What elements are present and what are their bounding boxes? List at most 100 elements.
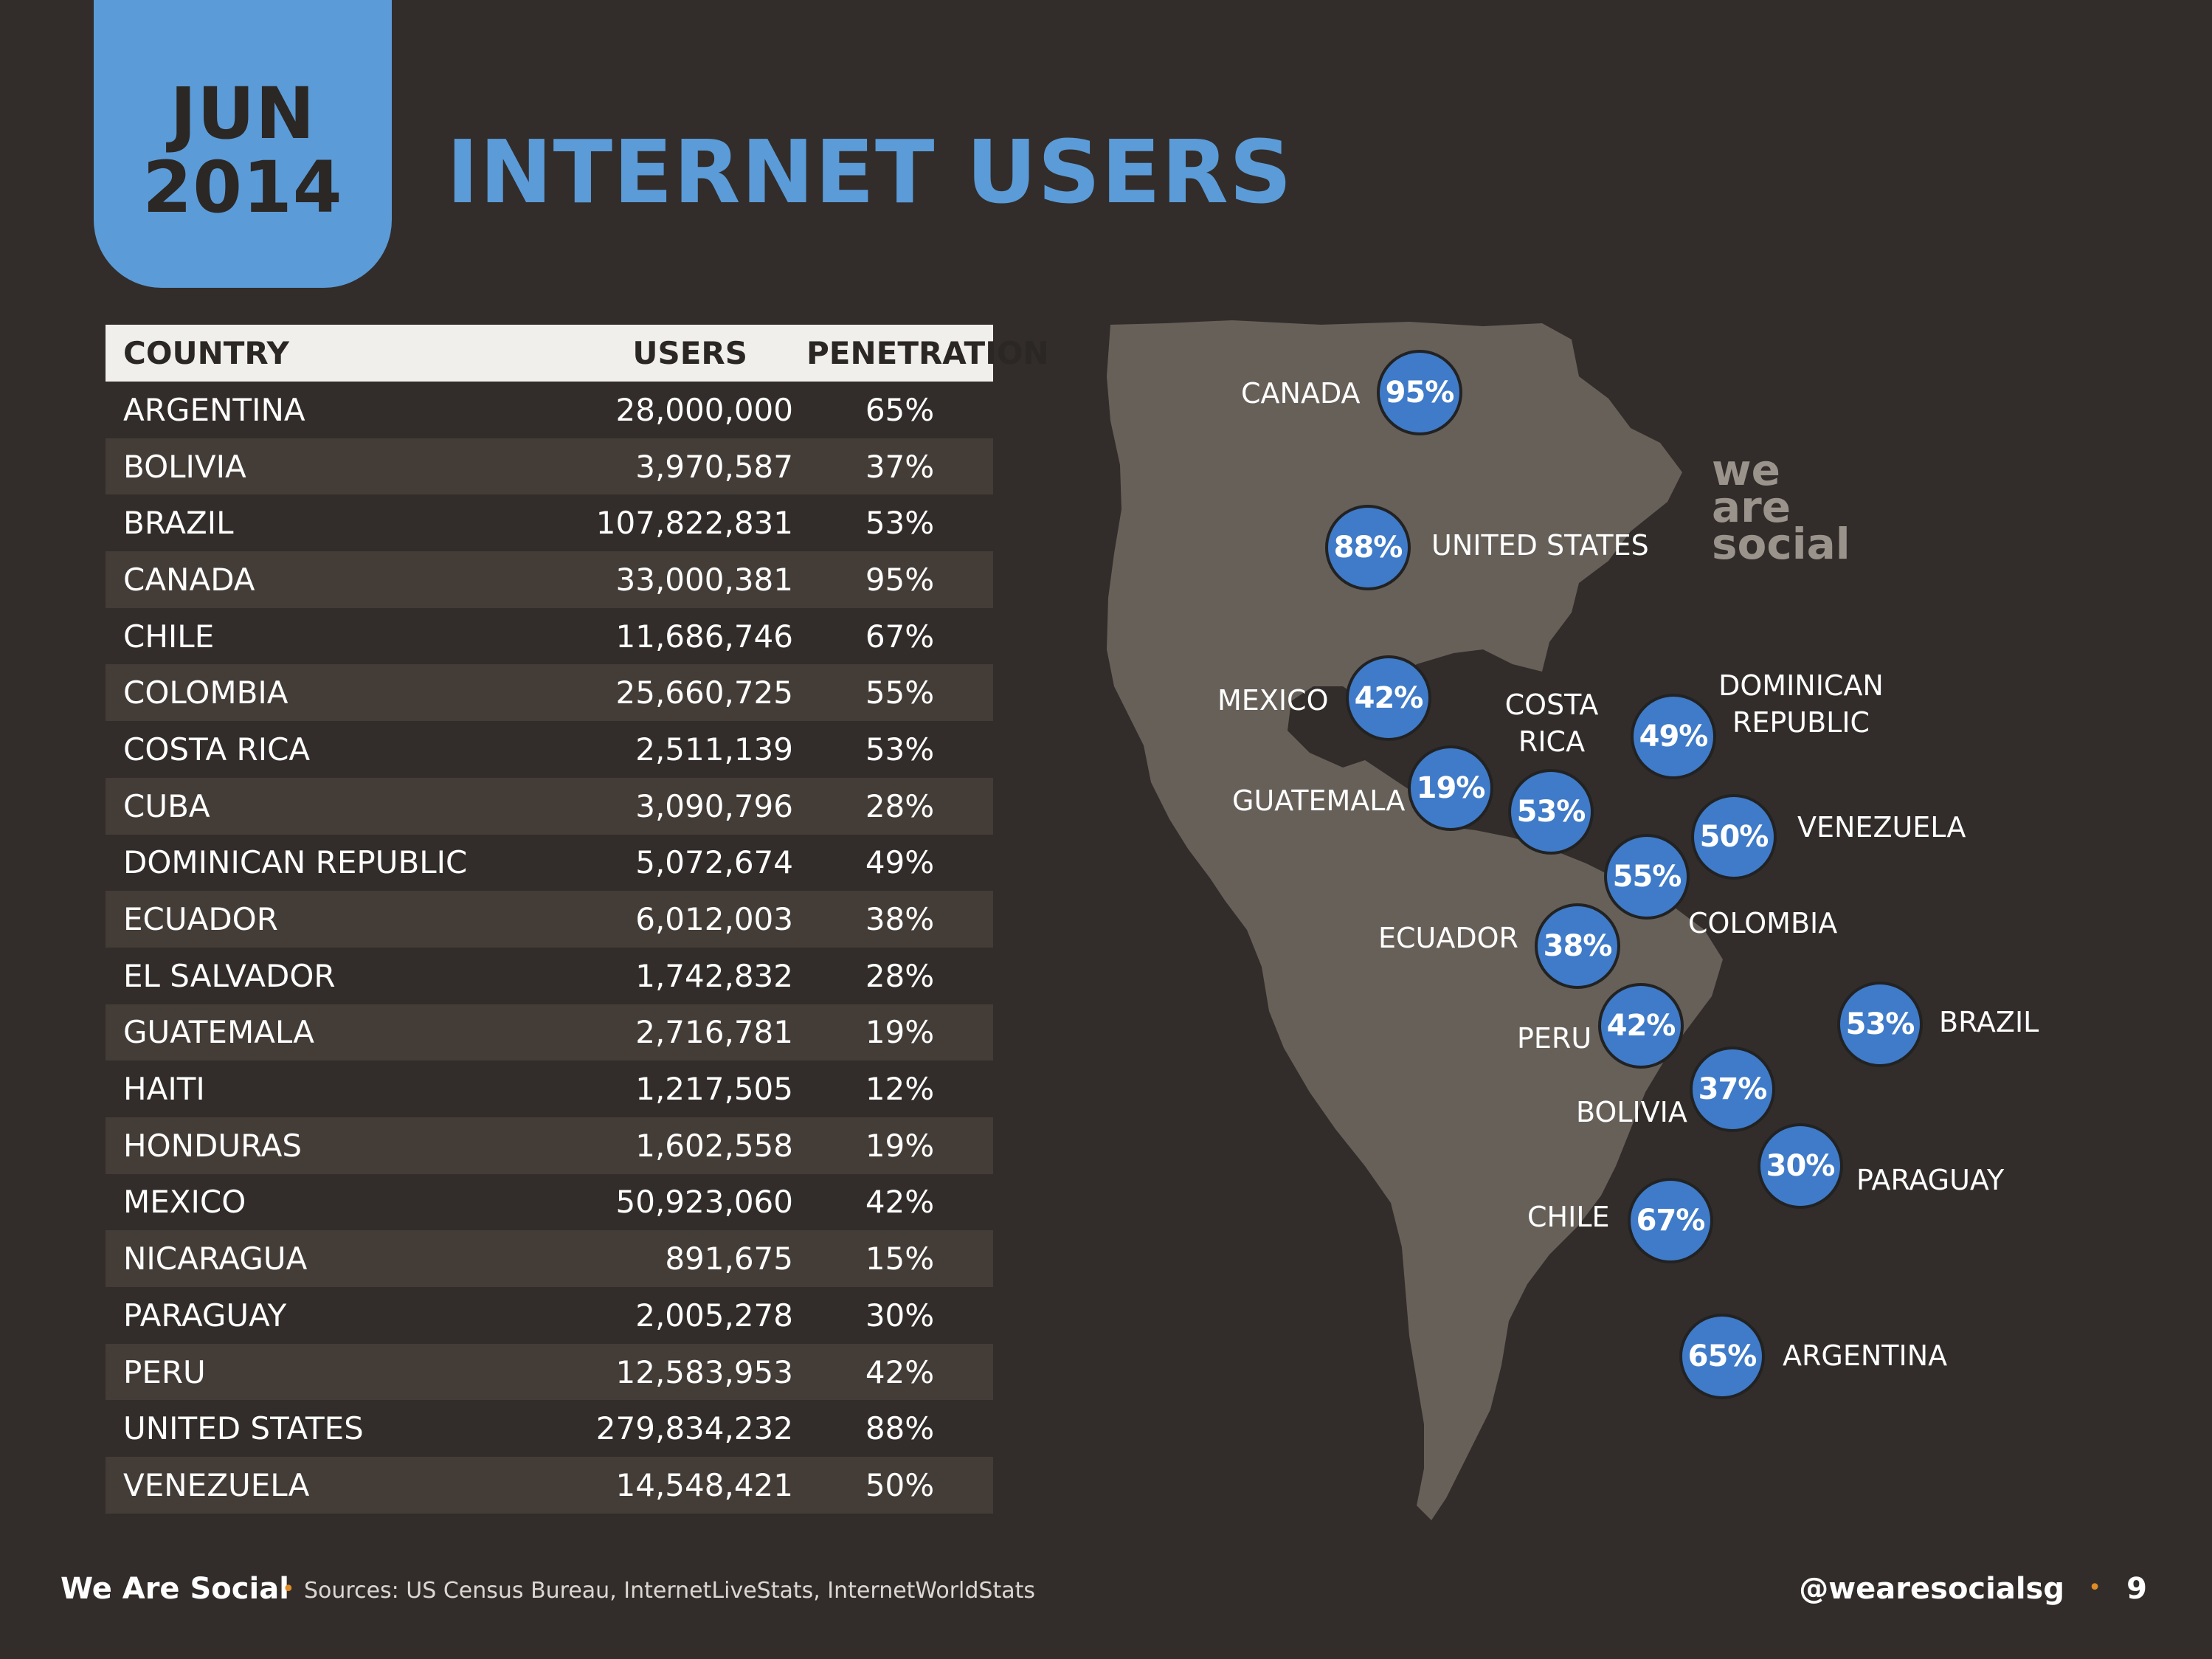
cell-penetration: 65% bbox=[865, 391, 935, 428]
cell-users: 12,583,953 bbox=[615, 1353, 793, 1390]
cell-country: VENEZUELA bbox=[123, 1466, 310, 1503]
footer-separator-left: • bbox=[282, 1576, 295, 1602]
cell-users: 107,822,831 bbox=[595, 505, 793, 542]
map-bubble-chile: 67% bbox=[1628, 1178, 1713, 1263]
footer-sources: Sources: US Census Bureau, InternetLiveS… bbox=[304, 1578, 1035, 1604]
cell-users: 891,675 bbox=[665, 1241, 793, 1277]
table-row: HONDURAS 1,602,558 19% bbox=[106, 1117, 993, 1174]
map-bubble-guatemala: 19% bbox=[1408, 745, 1493, 831]
map-bubble-canada: 95% bbox=[1377, 350, 1462, 435]
cell-country: NICARAGUA bbox=[123, 1241, 308, 1277]
cell-country: CUBA bbox=[123, 787, 210, 824]
cell-users: 1,742,832 bbox=[635, 957, 793, 994]
map-bubble-costa-rica: 53% bbox=[1508, 769, 1594, 855]
cell-country: COSTA RICA bbox=[123, 731, 311, 768]
map-bubble-venezuela: 50% bbox=[1691, 794, 1777, 880]
table-row: VENEZUELA 14,548,421 50% bbox=[106, 1457, 993, 1514]
cell-penetration: 50% bbox=[865, 1466, 935, 1503]
date-month: JUN bbox=[170, 72, 316, 155]
table-row: BRAZIL 107,822,831 53% bbox=[106, 494, 993, 551]
cell-users: 14,548,421 bbox=[615, 1466, 793, 1503]
cell-users: 1,602,558 bbox=[635, 1127, 793, 1164]
cell-penetration: 30% bbox=[865, 1297, 935, 1334]
cell-penetration: 55% bbox=[865, 675, 935, 711]
header-penetration: PENETRATION bbox=[806, 335, 1049, 371]
cell-country: UNITED STATES bbox=[123, 1410, 364, 1447]
cell-users: 2,716,781 bbox=[635, 1014, 793, 1051]
cell-users: 28,000,000 bbox=[615, 391, 793, 428]
cell-users: 279,834,232 bbox=[595, 1410, 793, 1447]
table-row: PERU 12,583,953 42% bbox=[106, 1343, 993, 1401]
cell-penetration: 42% bbox=[865, 1184, 935, 1221]
cell-users: 3,090,796 bbox=[635, 787, 793, 824]
map-bubble-united-states: 88% bbox=[1325, 505, 1411, 590]
watermark-social: social bbox=[1712, 519, 1850, 569]
table-row: CHILE 11,686,746 67% bbox=[106, 608, 993, 665]
watermark-we: we bbox=[1712, 445, 1780, 495]
cell-country: CANADA bbox=[123, 561, 255, 598]
map-bubble-bolivia: 37% bbox=[1690, 1046, 1775, 1132]
map-label-canada: CANADA bbox=[1241, 377, 1361, 410]
cell-country: MEXICO bbox=[123, 1184, 246, 1221]
americas-map bbox=[1099, 317, 2073, 1528]
cell-country: EL SALVADOR bbox=[123, 957, 336, 994]
cell-users: 25,660,725 bbox=[615, 675, 793, 711]
we-are-social-watermark: we are social bbox=[1712, 445, 1850, 569]
map-bubble-mexico: 42% bbox=[1346, 655, 1431, 741]
cell-penetration: 95% bbox=[865, 561, 935, 598]
map-label-dominican-republic: DOMINICAN REPUBLIC bbox=[1718, 669, 1884, 739]
cell-country: ARGENTINA bbox=[123, 391, 305, 428]
table-header: COUNTRY USERS PENETRATION bbox=[106, 325, 1049, 382]
internet-users-table: COUNTRY USERS PENETRATION ARGENTINA 28,00… bbox=[106, 325, 1049, 1514]
page-number: 9 bbox=[2126, 1572, 2147, 1606]
table-row: UNITED STATES 279,834,232 88% bbox=[106, 1400, 993, 1457]
map-label-venezuela: VENEZUELA bbox=[1797, 811, 1966, 844]
watermark-are: are bbox=[1712, 482, 1791, 532]
cell-users: 50,923,060 bbox=[615, 1184, 793, 1221]
table-row: CANADA 33,000,381 95% bbox=[106, 551, 993, 608]
footer-handle: @wearesocialsg bbox=[1799, 1572, 2064, 1606]
americas-map-shape bbox=[1107, 320, 1723, 1520]
cell-country: DOMINICAN REPUBLIC bbox=[123, 844, 468, 881]
cell-country: PARAGUAY bbox=[123, 1297, 287, 1334]
map-bubble-brazil: 53% bbox=[1837, 982, 1923, 1067]
map-bubble-dominican-republic: 49% bbox=[1631, 694, 1716, 779]
table-row: PARAGUAY 2,005,278 30% bbox=[106, 1287, 993, 1344]
map-label-costa-rica: COSTA RICA bbox=[1504, 689, 1599, 758]
table-row: ARGENTINA 28,000,000 65% bbox=[106, 382, 993, 438]
cell-country: BOLIVIA bbox=[123, 448, 246, 485]
map-label-peru: PERU bbox=[1517, 1022, 1592, 1055]
map-label-paraguay: PARAGUAY bbox=[1856, 1164, 2005, 1196]
map-bubble-ecuador: 38% bbox=[1535, 903, 1620, 989]
table-row: BOLIVIA 3,970,587 37% bbox=[106, 438, 993, 495]
cell-users: 2,005,278 bbox=[635, 1297, 793, 1334]
cell-penetration: 28% bbox=[865, 787, 935, 824]
cell-penetration: 12% bbox=[865, 1071, 935, 1108]
table-row: CUBA 3,090,796 28% bbox=[106, 777, 993, 835]
table-row: NICARAGUA 891,675 15% bbox=[106, 1230, 993, 1287]
cell-users: 1,217,505 bbox=[635, 1071, 793, 1108]
cell-country: HONDURAS bbox=[123, 1127, 303, 1164]
cell-country: HAITI bbox=[123, 1071, 205, 1108]
footer-dot-right: • bbox=[2088, 1575, 2101, 1601]
cell-users: 5,072,674 bbox=[635, 844, 793, 881]
table-row: MEXICO 50,923,060 42% bbox=[106, 1174, 993, 1231]
table-row: ECUADOR 6,012,003 38% bbox=[106, 891, 993, 948]
header-users: USERS bbox=[632, 335, 747, 371]
cell-country: COLOMBIA bbox=[123, 675, 288, 711]
cell-country: ECUADOR bbox=[123, 901, 278, 938]
cell-penetration: 53% bbox=[865, 505, 935, 542]
map-label-guatemala: GUATEMALA bbox=[1232, 784, 1406, 817]
footer-brand: We Are Social bbox=[61, 1572, 289, 1606]
cell-penetration: 19% bbox=[865, 1127, 935, 1164]
map-label-colombia: COLOMBIA bbox=[1688, 907, 1838, 939]
cell-users: 6,012,003 bbox=[635, 901, 793, 938]
cell-country: GUATEMALA bbox=[123, 1014, 315, 1051]
footer-dot: • bbox=[282, 1576, 295, 1602]
date-year: 2014 bbox=[142, 146, 343, 229]
table-row: EL SALVADOR 1,742,832 28% bbox=[106, 948, 993, 1004]
cell-penetration: 67% bbox=[865, 618, 935, 655]
cell-penetration: 53% bbox=[865, 731, 935, 768]
table-body: ARGENTINA 28,000,000 65% BOLIVIA 3,970,587 37… bbox=[106, 382, 993, 1514]
map-bubble-argentina: 65% bbox=[1679, 1314, 1765, 1399]
